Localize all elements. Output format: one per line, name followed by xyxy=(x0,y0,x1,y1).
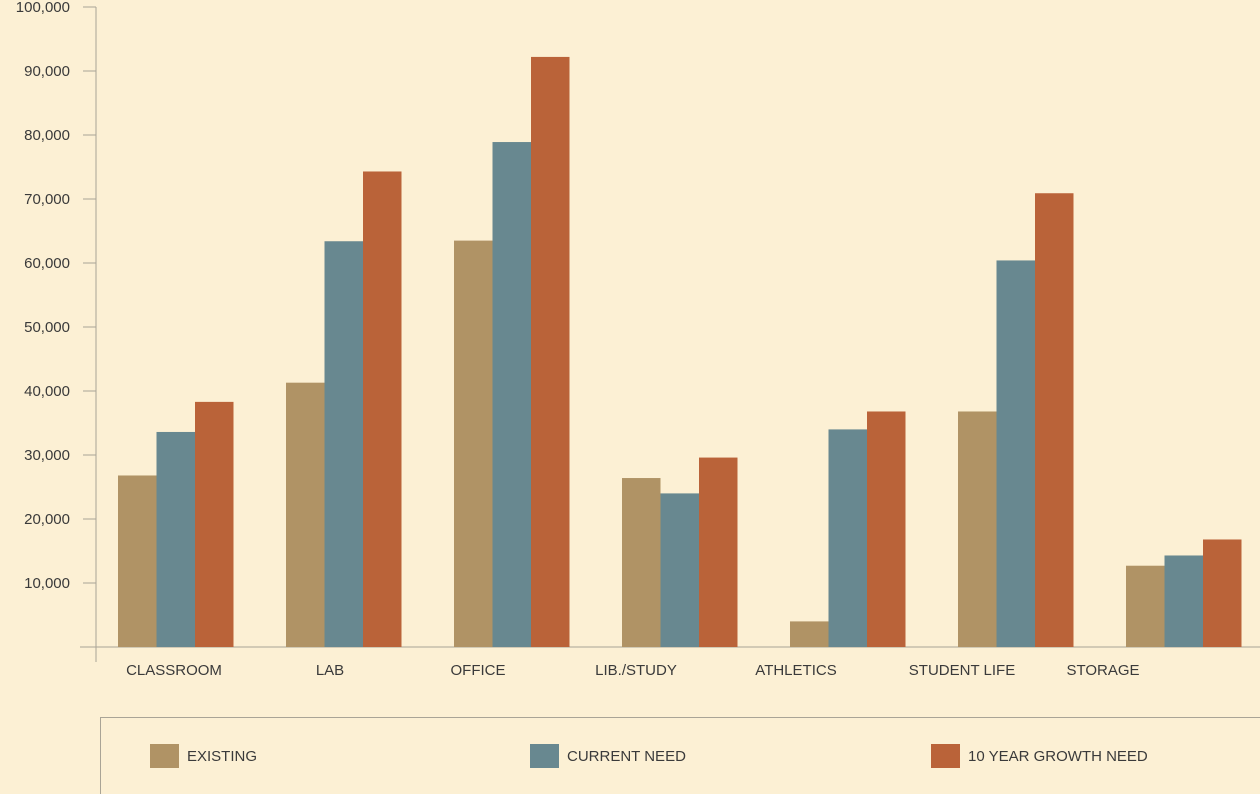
x-category-label: ATHLETICS xyxy=(755,662,836,679)
legend-label-current-need: CURRENT NEED xyxy=(567,747,686,765)
bar-10-year-growth-need-athletics xyxy=(867,411,906,647)
x-category-label: CLASSROOM xyxy=(126,662,222,679)
x-category-label: LAB xyxy=(316,662,344,679)
legend-item-growth-need: 10 YEAR GROWTH NEED xyxy=(931,744,1148,768)
y-tick-label: 20,000 xyxy=(24,511,70,528)
bar-current-need-storage xyxy=(1164,555,1203,647)
bar-existing-student-life xyxy=(958,411,997,647)
bar-current-need-classroom xyxy=(156,431,195,647)
bar-current-need-lab xyxy=(324,241,363,648)
bar-existing-lab xyxy=(286,382,325,647)
x-category-label: STORAGE xyxy=(1066,662,1139,679)
legend-swatch-growth-need xyxy=(931,744,960,768)
x-category-label: LIB./STUDY xyxy=(595,662,677,679)
bar-10-year-growth-need-office xyxy=(531,56,570,648)
y-axis: 10,000 20,000 30,000 40,000 50,000 60,000 70,0… xyxy=(16,0,97,662)
y-tick-label: 10,000 xyxy=(24,575,70,592)
category-labels: CLASSROOM LAB OFFICE LIB./STUDY ATHLETICS STU… xyxy=(126,662,1139,679)
y-tick-label: 90,000 xyxy=(24,63,70,80)
y-tick-label: 30,000 xyxy=(24,447,70,464)
x-category-label: STUDENT LIFE xyxy=(909,662,1015,679)
bar-10-year-growth-need-classroom xyxy=(195,401,234,647)
bar-existing-lib-study xyxy=(622,478,661,647)
bar-current-need-lib-study xyxy=(660,493,699,647)
legend-label-existing: EXISTING xyxy=(187,747,258,765)
bar-current-need-student-life xyxy=(996,260,1035,647)
legend: EXISTING CURRENT NEED 10 YEAR GROWTH NEE… xyxy=(100,717,1260,794)
legend-swatch-current-need xyxy=(530,744,559,768)
bar-current-need-athletics xyxy=(828,429,867,647)
bar-existing-classroom xyxy=(118,475,157,647)
y-tick-label: 40,000 xyxy=(24,383,70,400)
bar-existing-athletics xyxy=(790,621,829,647)
legend-label-growth-need: 10 YEAR GROWTH NEED xyxy=(968,747,1148,765)
y-tick-label: 70,000 xyxy=(24,191,70,208)
legend-item-existing: EXISTING xyxy=(150,744,257,768)
y-tick-label: 80,000 xyxy=(24,127,70,144)
x-category-label: OFFICE xyxy=(451,662,506,679)
bar-10-year-growth-need-student-life xyxy=(1035,193,1074,648)
bar-10-year-growth-need-storage xyxy=(1203,539,1242,647)
bar-existing-storage xyxy=(1126,565,1165,647)
bar-10-year-growth-need-lab xyxy=(363,171,402,648)
bars-group xyxy=(118,56,1242,648)
bar-existing-office xyxy=(454,240,493,647)
bar-current-need-office xyxy=(492,142,531,648)
bar-10-year-growth-need-lib-study xyxy=(699,457,738,647)
y-tick-label: 50,000 xyxy=(24,319,70,336)
y-tick-label: 100,000 xyxy=(16,0,70,16)
legend-swatch-existing xyxy=(150,744,179,768)
legend-item-current-need: CURRENT NEED xyxy=(530,744,686,768)
y-tick-label: 60,000 xyxy=(24,255,70,272)
